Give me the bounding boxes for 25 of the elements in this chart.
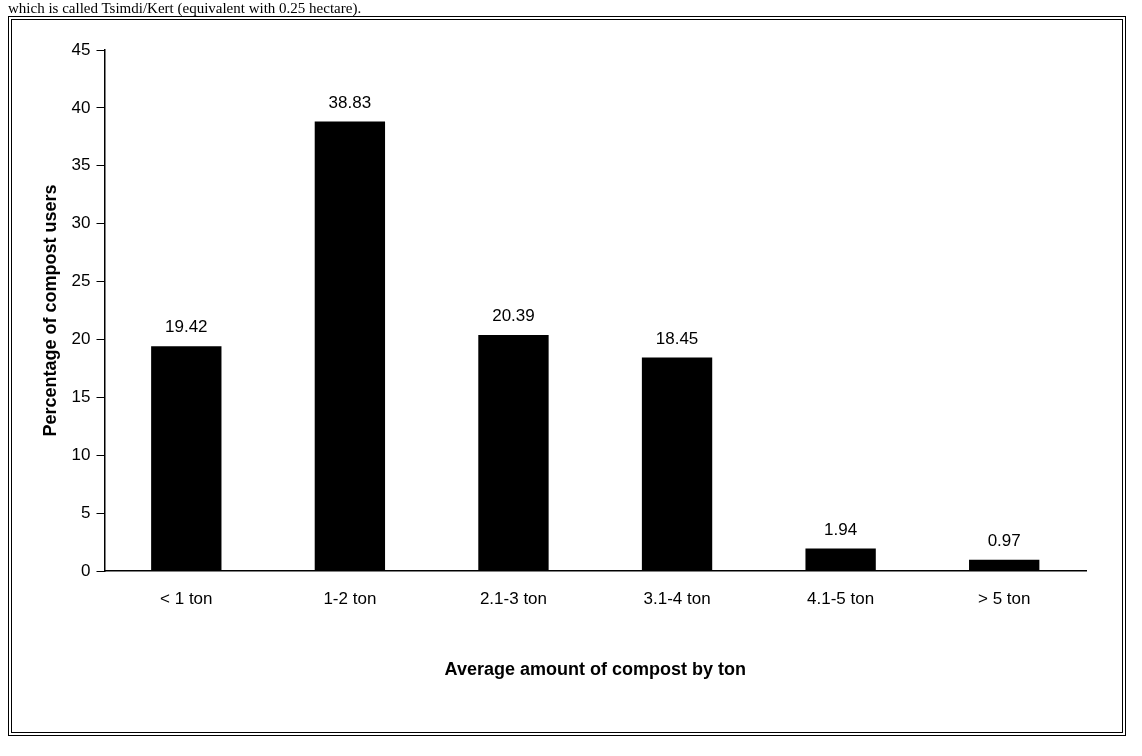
y-tick-label: 45 [71,39,91,59]
y-tick-label: 20 [71,329,91,349]
y-tick-label: 10 [71,444,91,464]
y-tick-label: 40 [71,97,91,117]
y-tick-label: 30 [71,213,91,233]
y-tick-label: 15 [71,387,91,407]
data-label: 20.39 [492,306,535,326]
data-label: 18.45 [655,328,699,348]
x-tick-label: > 5 ton [977,588,1031,608]
y-tick-label: 0 [81,560,91,580]
data-label: 38.83 [328,92,372,112]
x-tick-label: < 1 ton [160,588,213,608]
y-axis-title: Percentage of compost users [39,184,60,437]
data-label: 0.97 [987,530,1021,550]
x-tick-label: 4.1-5 ton [807,588,875,608]
x-tick-label: 3.1-4 ton [643,588,711,608]
x-tick-label: 2.1-3 ton [479,588,548,608]
text: which is called Tsimdi/Kert (equivalent with 0.25 hectare). [8,0,363,16]
y-tick-label: 35 [71,155,91,175]
y-tick-label: 25 [71,271,91,291]
y-tick-label: 5 [81,502,91,522]
x-tick-label: 1-2 ton [323,588,377,608]
x-axis-title: Average amount of compost by ton [444,659,746,680]
data-label: 19.42 [165,317,208,337]
data-label: 1.94 [824,519,858,539]
